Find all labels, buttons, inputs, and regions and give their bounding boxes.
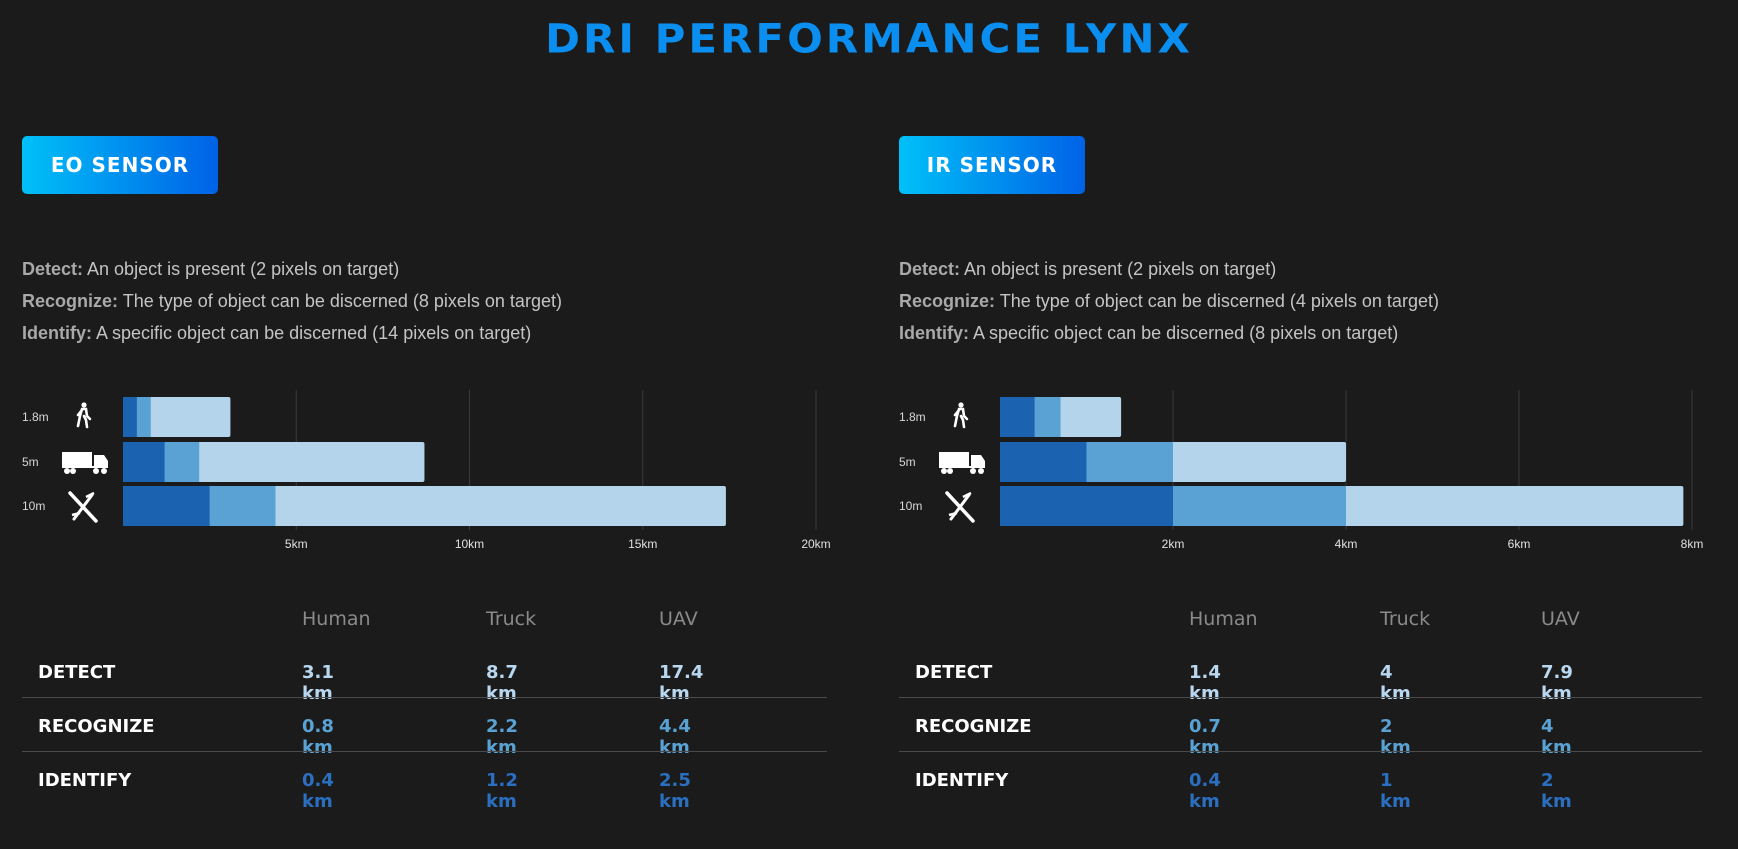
term: Identify: xyxy=(899,323,969,343)
row-divider xyxy=(899,751,1702,752)
definition-detect: Detect: An object is present (2 pixels o… xyxy=(22,259,399,280)
definition-text: An object is present (2 pixels on target… xyxy=(964,259,1277,279)
x-tick-label: 20km xyxy=(801,537,830,551)
col-header-uav: UAV xyxy=(1541,608,1580,630)
definition-text: A specific object can be discerned (14 p… xyxy=(96,323,532,343)
row-divider xyxy=(22,751,827,752)
definition-text: The type of object can be discerned (4 p… xyxy=(999,291,1439,311)
row-label-identify: IDENTIFY xyxy=(38,770,132,791)
table-cell: 17.4 km xyxy=(659,662,704,704)
eo-sensor-button[interactable]: EO SENSOR xyxy=(22,136,218,194)
col-header-truck: Truck xyxy=(486,608,537,630)
x-tick-label: 6km xyxy=(1508,537,1531,551)
x-tick-label: 5km xyxy=(285,537,308,551)
y-tick-label: 1.8m xyxy=(22,410,49,424)
table-cell: 4.4 km xyxy=(659,716,691,758)
term: Identify: xyxy=(22,323,92,343)
bar-segment xyxy=(1000,486,1173,526)
term: Detect: xyxy=(899,259,961,279)
bar-segment xyxy=(123,442,165,482)
x-tick-label: 10km xyxy=(455,537,484,551)
col-header-human: Human xyxy=(1189,608,1258,630)
walking-person-icon xyxy=(953,402,969,429)
definition-recognize: Recognize: The type of object can be dis… xyxy=(899,291,1439,312)
table-cell: 7.9 km xyxy=(1541,662,1573,704)
x-tick-label: 8km xyxy=(1681,537,1704,551)
table-cell: 0.8 km xyxy=(302,716,334,758)
walking-person-icon xyxy=(76,402,92,429)
bar-segment xyxy=(1000,397,1035,437)
term: Recognize: xyxy=(22,291,119,311)
bar-segment xyxy=(1000,442,1087,482)
x-tick-label: 2km xyxy=(1162,537,1185,551)
y-tick-label: 10m xyxy=(899,499,922,513)
table-cell: 2.2 km xyxy=(486,716,518,758)
definition-recognize: Recognize: The type of object can be dis… xyxy=(22,291,562,312)
row-label-recognize: RECOGNIZE xyxy=(915,716,1032,737)
row-label-recognize: RECOGNIZE xyxy=(38,716,155,737)
y-tick-label: 10m xyxy=(22,499,45,513)
row-label-detect: DETECT xyxy=(915,662,993,683)
x-tick-label: 15km xyxy=(628,537,657,551)
term: Detect: xyxy=(22,259,84,279)
uav-icon xyxy=(68,491,98,523)
bar-segment xyxy=(123,397,137,437)
ir-sensor-button[interactable]: IR SENSOR xyxy=(899,136,1085,194)
bar-segment xyxy=(123,486,210,526)
table-cell: 1 km xyxy=(1380,770,1411,812)
definition-text: An object is present (2 pixels on target… xyxy=(87,259,400,279)
definition-text: A specific object can be discerned (8 pi… xyxy=(973,323,1399,343)
y-tick-label: 5m xyxy=(899,455,916,469)
truck-icon xyxy=(62,452,108,474)
row-divider xyxy=(899,697,1702,698)
definition-detect: Detect: An object is present (2 pixels o… xyxy=(899,259,1276,280)
definition-identify: Identify: A specific object can be disce… xyxy=(22,323,531,344)
eo-range-chart: 5km 10km 15km 20km 1.8m 5m 10m xyxy=(22,390,831,551)
table-cell: 1.4 km xyxy=(1189,662,1221,704)
table-cell: 4 km xyxy=(1380,662,1411,704)
definition-identify: Identify: A specific object can be disce… xyxy=(899,323,1398,344)
col-header-human: Human xyxy=(302,608,371,630)
term: Recognize: xyxy=(899,291,996,311)
table-cell: 4 km xyxy=(1541,716,1572,758)
table-cell: 8.7 km xyxy=(486,662,518,704)
ir-range-chart: 2km 4km 6km 8km 1.8m 5m 10m xyxy=(899,390,1704,551)
table-cell: 2 km xyxy=(1380,716,1411,758)
table-cell: 0.4 km xyxy=(1189,770,1221,812)
truck-icon xyxy=(939,452,985,474)
y-tick-label: 5m xyxy=(22,455,39,469)
table-cell: 2.5 km xyxy=(659,770,691,812)
row-label-identify: IDENTIFY xyxy=(915,770,1009,791)
uav-icon xyxy=(945,491,975,523)
definition-text: The type of object can be discerned (8 p… xyxy=(122,291,562,311)
row-label-detect: DETECT xyxy=(38,662,116,683)
x-tick-label: 4km xyxy=(1335,537,1358,551)
col-header-uav: UAV xyxy=(659,608,698,630)
ir-sensor-panel: IR SENSOR Detect: An object is present (… xyxy=(899,0,1729,849)
page-title: DRI PERFORMANCE LYNX xyxy=(545,15,1193,62)
table-cell: 3.1 km xyxy=(302,662,334,704)
table-cell: 0.4 km xyxy=(302,770,334,812)
y-tick-label: 1.8m xyxy=(899,410,926,424)
table-cell: 2 km xyxy=(1541,770,1572,812)
eo-sensor-panel: EO SENSOR Detect: An object is present (… xyxy=(22,0,852,849)
col-header-truck: Truck xyxy=(1380,608,1431,630)
table-cell: 1.2 km xyxy=(486,770,518,812)
row-divider xyxy=(22,697,827,698)
table-cell: 0.7 km xyxy=(1189,716,1221,758)
